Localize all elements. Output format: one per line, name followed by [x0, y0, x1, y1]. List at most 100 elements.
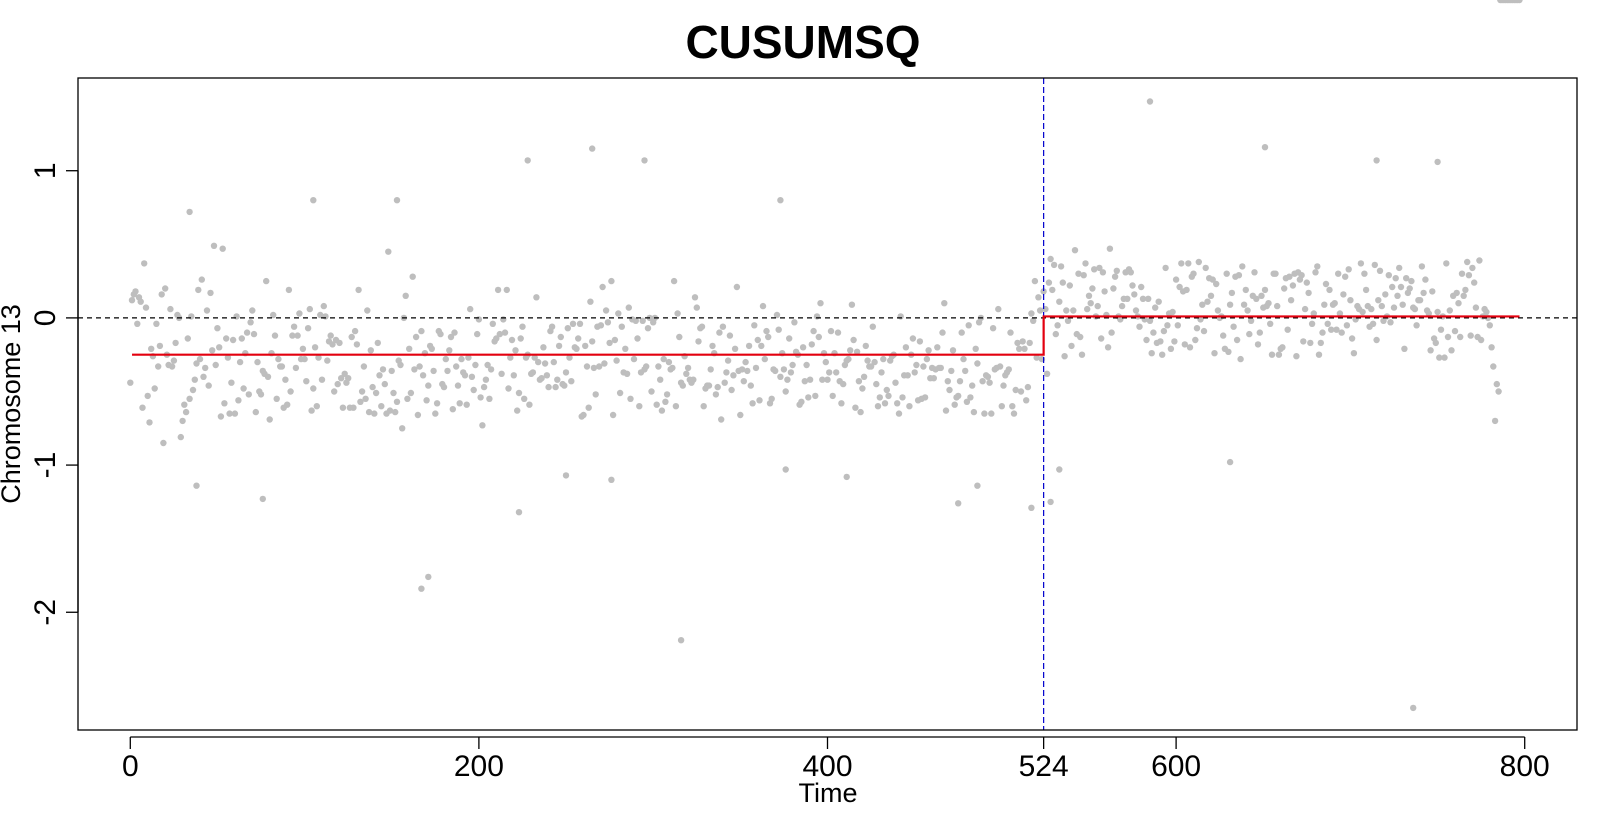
data-point — [1464, 258, 1471, 266]
data-point — [128, 297, 136, 304]
data-point — [360, 363, 368, 370]
data-point — [1392, 275, 1399, 282]
data-point — [294, 332, 301, 339]
data-point — [214, 325, 221, 332]
x-tick-label: 600 — [1151, 750, 1201, 783]
data-point — [834, 329, 842, 336]
data-point — [1007, 329, 1014, 336]
data-point — [1420, 289, 1427, 297]
data-point — [751, 322, 758, 329]
data-point — [202, 364, 209, 372]
data-point — [266, 416, 273, 423]
data-point — [845, 355, 852, 363]
data-point — [1373, 157, 1380, 164]
data-point — [146, 419, 153, 426]
data-point — [573, 345, 580, 352]
data-point — [719, 323, 727, 330]
data-point — [1279, 344, 1286, 351]
data-point — [160, 439, 167, 447]
data-point — [1030, 317, 1037, 324]
data-point — [148, 345, 155, 352]
data-point — [561, 382, 568, 389]
data-point — [472, 361, 479, 369]
data-point — [765, 333, 772, 341]
data-point — [693, 304, 700, 311]
data-point — [848, 301, 856, 308]
data-point — [969, 382, 976, 389]
data-point — [1099, 269, 1107, 276]
data-point — [1070, 307, 1077, 314]
data-point — [1335, 270, 1342, 277]
data-point — [1101, 288, 1108, 295]
data-point — [1432, 339, 1440, 347]
data-point — [419, 372, 427, 379]
data-point — [1026, 339, 1033, 347]
data-point — [151, 385, 158, 392]
data-point — [777, 373, 784, 380]
data-point — [1476, 257, 1483, 264]
data-point — [805, 394, 812, 401]
data-point — [623, 370, 631, 377]
data-point — [1138, 283, 1145, 291]
data-point — [669, 364, 676, 372]
data-point — [784, 376, 791, 383]
data-point — [1287, 297, 1295, 304]
data-point — [271, 332, 279, 339]
data-point — [465, 354, 472, 361]
data-point — [562, 472, 570, 479]
data-point — [1230, 323, 1237, 330]
data-point — [738, 366, 746, 373]
data-point — [554, 376, 561, 383]
data-point — [583, 363, 591, 370]
data-point — [1014, 339, 1021, 347]
data-point — [906, 403, 913, 410]
data-point — [827, 327, 835, 335]
data-point — [1066, 282, 1074, 289]
data-point — [986, 379, 993, 386]
data-point — [245, 391, 252, 398]
data-point — [540, 344, 547, 351]
data-point — [1171, 338, 1178, 345]
data-point — [1477, 336, 1485, 344]
data-point — [714, 383, 721, 391]
data-point — [815, 333, 822, 341]
data-point — [1094, 302, 1101, 310]
data-point — [1063, 307, 1070, 314]
data-point — [353, 341, 361, 348]
data-point — [1186, 344, 1194, 351]
data-point — [695, 338, 702, 345]
data-point — [733, 283, 741, 291]
data-point — [1298, 272, 1305, 279]
data-point — [728, 386, 735, 394]
data-point — [1226, 301, 1234, 308]
data-point — [493, 335, 500, 342]
data-point — [1441, 354, 1448, 361]
data-point — [195, 286, 202, 294]
data-point — [602, 307, 610, 314]
data-point — [1347, 297, 1354, 304]
data-point — [303, 378, 310, 385]
data-point — [881, 400, 889, 407]
data-point — [371, 410, 378, 417]
data-point — [630, 355, 638, 363]
data-point — [1054, 322, 1061, 329]
data-point — [216, 344, 223, 351]
data-point — [1394, 292, 1401, 299]
data-point — [538, 375, 545, 382]
data-point — [1281, 285, 1288, 292]
data-point — [948, 367, 955, 375]
data-point — [331, 388, 338, 395]
data-point — [1239, 263, 1246, 270]
data-point — [634, 335, 641, 342]
data-point — [310, 197, 317, 204]
data-point — [1045, 279, 1053, 286]
data-point — [315, 354, 322, 361]
data-point — [658, 407, 666, 414]
data-point — [1300, 338, 1307, 345]
data-point — [1225, 348, 1232, 355]
data-point — [730, 372, 737, 379]
data-point — [596, 363, 603, 370]
data-point — [1104, 344, 1112, 351]
data-point — [1195, 258, 1203, 266]
data-point — [334, 380, 341, 388]
